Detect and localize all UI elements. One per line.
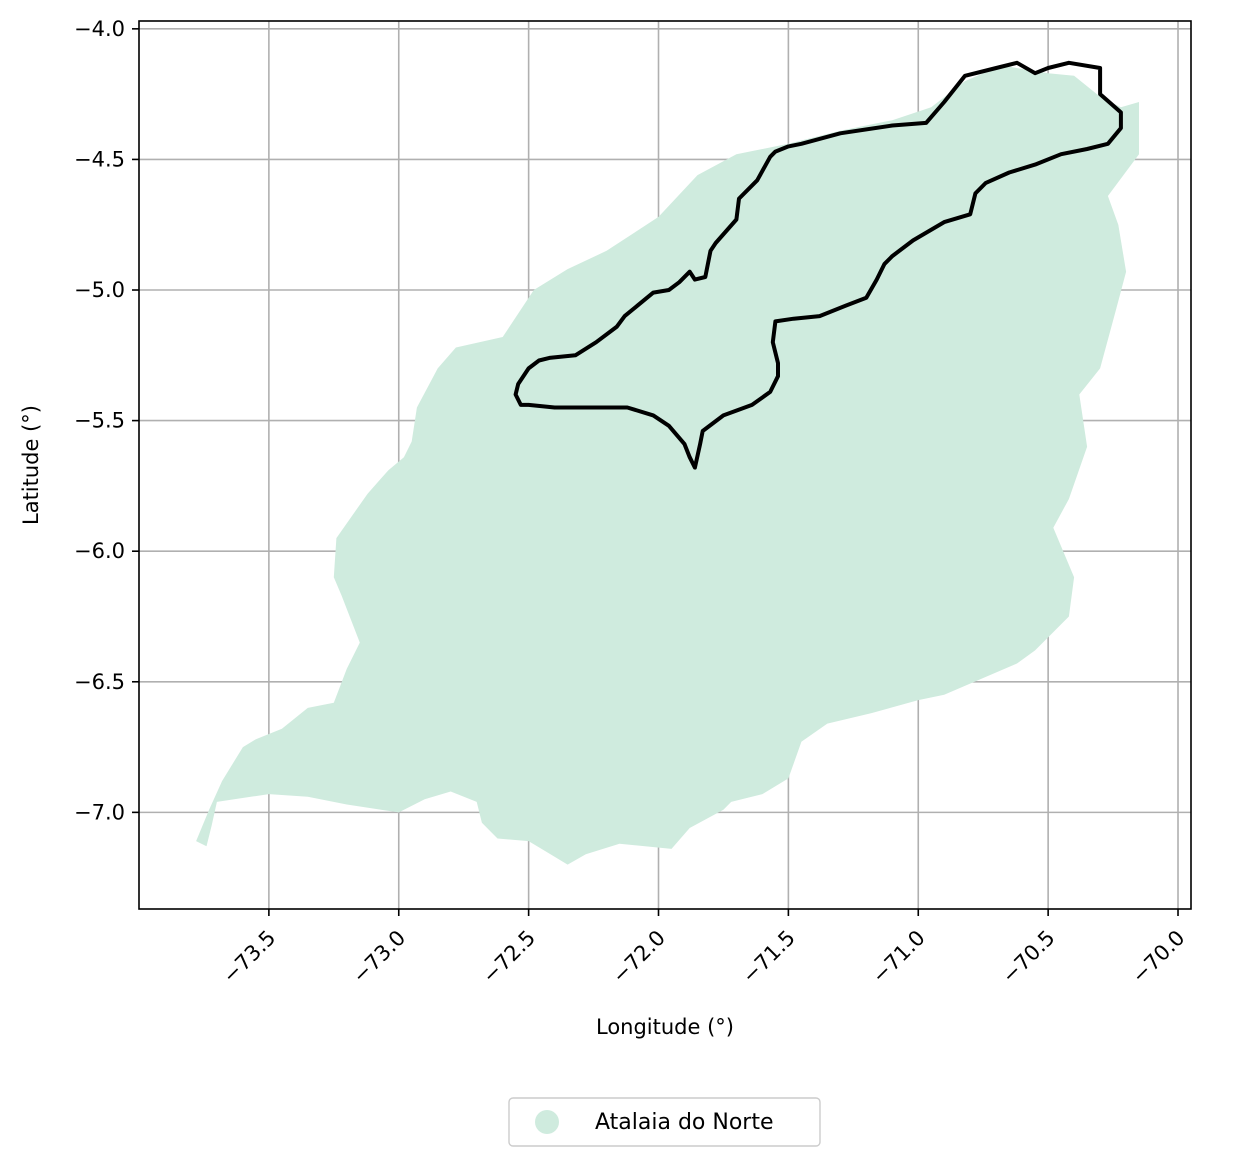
region-atalaia-do-norte — [196, 65, 1140, 865]
region-layer — [196, 60, 1140, 865]
legend: Atalaia do Norte — [508, 1097, 821, 1147]
boundary-outline — [513, 60, 1123, 470]
y-tick-label: −6.5 — [74, 670, 125, 694]
y-tick-label: −4.0 — [74, 17, 125, 41]
y-axis-title: Latitude (°) — [19, 405, 43, 525]
y-tick-label: −5.0 — [74, 278, 125, 302]
x-axis-title: Longitude (°) — [596, 1015, 734, 1039]
axes-frame — [138, 20, 1192, 910]
legend-box — [508, 1097, 821, 1147]
legend-marker — [535, 1110, 559, 1134]
y-tick-label: −4.5 — [74, 147, 125, 171]
y-tick-label: −5.5 — [74, 409, 125, 433]
y-tick-label: −7.0 — [74, 800, 125, 824]
legend-label: Atalaia do Norte — [595, 1110, 774, 1135]
y-tick-label: −6.0 — [74, 539, 125, 563]
